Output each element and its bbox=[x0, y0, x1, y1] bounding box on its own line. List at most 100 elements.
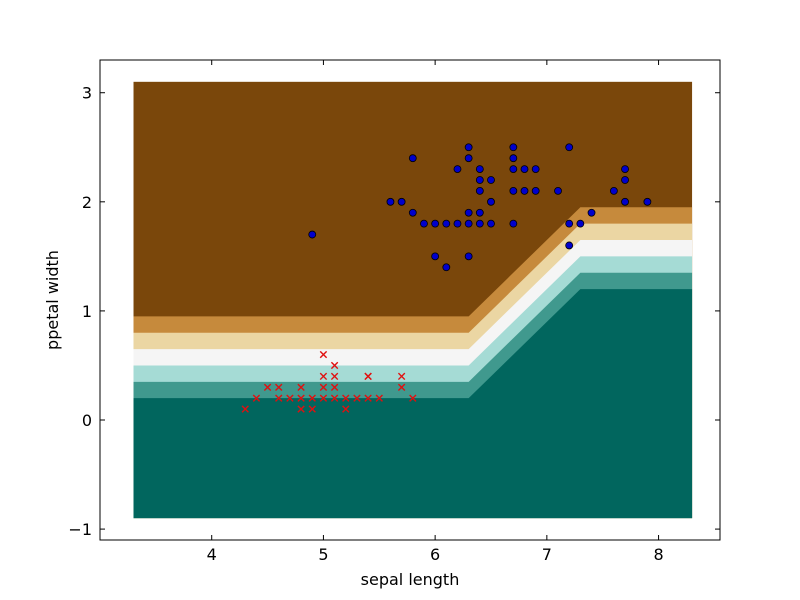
data-point-circle bbox=[475, 208, 484, 217]
axis-tick-labels: 4 5 6 7 8 −1 0 1 2 3 bbox=[68, 84, 663, 564]
data-point-circle bbox=[475, 176, 484, 184]
x-marker-stroke bbox=[342, 405, 350, 413]
x-marker-stroke bbox=[319, 383, 328, 391]
data-point-x bbox=[353, 394, 361, 402]
x-marker-stroke bbox=[397, 383, 406, 391]
region-band-0 bbox=[133, 289, 693, 519]
y-tick-label: −1 bbox=[68, 520, 92, 539]
x-marker-stroke bbox=[330, 361, 339, 370]
data-point-circle bbox=[621, 165, 629, 173]
data-point-circle bbox=[464, 208, 473, 217]
data-point-circle bbox=[487, 176, 495, 184]
x-marker-stroke bbox=[353, 394, 361, 402]
data-point-x bbox=[263, 383, 272, 391]
x-marker-stroke bbox=[364, 394, 372, 402]
x-marker-stroke bbox=[297, 383, 305, 391]
axis-ticks bbox=[100, 60, 720, 540]
x-marker-stroke bbox=[364, 372, 372, 381]
data-point-x bbox=[409, 394, 417, 402]
data-point-circle bbox=[408, 208, 417, 217]
x-marker-stroke bbox=[275, 383, 283, 391]
data-point-circle bbox=[386, 197, 395, 206]
y-tick-label: 2 bbox=[82, 193, 92, 212]
data-point-x bbox=[308, 405, 316, 413]
data-point-circle bbox=[509, 154, 518, 163]
data-point-circle bbox=[397, 197, 406, 206]
data-point-x bbox=[342, 405, 350, 413]
data-point-circle bbox=[531, 187, 540, 195]
data-point-circle bbox=[308, 230, 317, 239]
data-point-circle bbox=[621, 197, 629, 206]
x-marker-stroke bbox=[342, 394, 350, 402]
data-point-x bbox=[397, 372, 406, 381]
x-marker-stroke bbox=[297, 394, 305, 402]
data-point-circle bbox=[442, 263, 451, 272]
data-point-circle bbox=[520, 187, 529, 195]
x-marker-stroke bbox=[297, 405, 305, 413]
data-point-circle bbox=[464, 154, 473, 163]
data-point-circle bbox=[464, 143, 473, 152]
y-axis-label: ppetal width bbox=[43, 250, 62, 350]
data-point-x bbox=[308, 394, 316, 402]
data-point-circle bbox=[420, 219, 428, 228]
data-point-circle bbox=[442, 219, 451, 228]
data-point-circle bbox=[576, 219, 585, 228]
data-point-circle bbox=[453, 165, 462, 173]
data-point-x bbox=[364, 394, 372, 402]
x-marker-stroke bbox=[263, 383, 272, 391]
x-tick-label: 5 bbox=[318, 545, 328, 564]
data-point-x bbox=[275, 383, 283, 391]
data-point-circle bbox=[453, 219, 462, 228]
x-marker-stroke bbox=[308, 394, 316, 402]
data-point-x bbox=[330, 394, 339, 402]
data-point-x bbox=[364, 372, 372, 381]
data-point-circle bbox=[431, 219, 440, 228]
data-point-circle bbox=[475, 187, 484, 195]
x-marker-stroke bbox=[409, 394, 417, 402]
x-marker-stroke bbox=[275, 394, 283, 402]
data-point-x bbox=[397, 383, 406, 391]
data-point-x bbox=[275, 394, 283, 402]
y-tick-label: 1 bbox=[82, 302, 92, 321]
data-point-x bbox=[375, 394, 383, 402]
decision-regions bbox=[133, 81, 693, 519]
data-point-circle bbox=[509, 143, 518, 152]
data-point-circle bbox=[431, 252, 440, 261]
data-point-x bbox=[319, 383, 328, 391]
x-marker-stroke bbox=[252, 394, 261, 402]
data-point-x bbox=[252, 394, 261, 402]
x-marker-stroke bbox=[286, 394, 294, 402]
data-point-circle bbox=[520, 165, 529, 173]
data-point-circle bbox=[609, 187, 618, 195]
x-marker-stroke bbox=[330, 383, 339, 391]
data-point-x bbox=[319, 350, 328, 359]
x-marker-stroke bbox=[319, 394, 328, 402]
data-point-circle bbox=[475, 219, 484, 228]
x-marker-stroke bbox=[308, 405, 316, 413]
data-point-circle bbox=[531, 165, 540, 173]
data-point-x bbox=[342, 394, 350, 402]
x-marker-stroke bbox=[319, 372, 328, 381]
data-point-circle bbox=[509, 219, 518, 228]
data-point-x bbox=[286, 394, 294, 402]
data-point-circle bbox=[509, 187, 518, 195]
data-point-x bbox=[319, 372, 328, 381]
axes-frame bbox=[99, 59, 721, 541]
data-point-circle bbox=[509, 165, 518, 173]
data-point-circle bbox=[487, 219, 495, 228]
data-point-circle bbox=[587, 208, 596, 217]
scatter-markers bbox=[241, 143, 652, 413]
x-marker-stroke bbox=[397, 372, 406, 381]
x-tick-label: 4 bbox=[207, 545, 217, 564]
data-point-x bbox=[330, 383, 339, 391]
data-point-x bbox=[330, 372, 339, 381]
x-tick-label: 7 bbox=[542, 545, 552, 564]
data-point-circle bbox=[408, 154, 417, 163]
data-point-x bbox=[241, 405, 249, 413]
data-point-circle bbox=[565, 241, 574, 250]
y-tick-label: 0 bbox=[82, 411, 92, 430]
data-point-circle bbox=[487, 197, 495, 206]
data-point-circle bbox=[464, 219, 473, 228]
